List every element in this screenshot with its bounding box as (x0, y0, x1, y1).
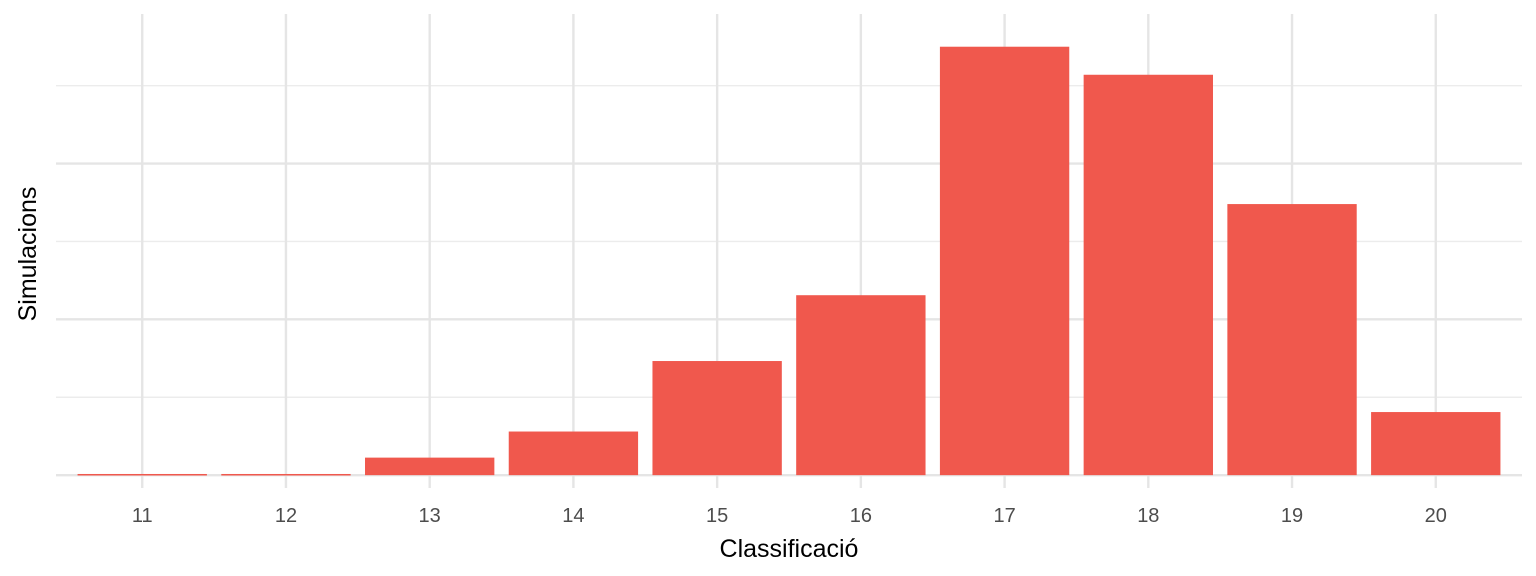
x-tick-label: 16 (850, 505, 872, 527)
x-tick-label: 18 (1137, 505, 1159, 527)
bar-15 (652, 361, 782, 476)
bar-19 (1227, 204, 1357, 476)
bar-16 (796, 295, 926, 476)
x-tick-label: 11 (132, 505, 153, 527)
x-tick-label: 19 (1281, 505, 1303, 527)
x-axis-title: Classificació (720, 535, 859, 563)
bar-20 (1371, 412, 1501, 476)
bar-14 (508, 431, 639, 476)
x-tick-label: 13 (419, 505, 441, 527)
x-tick-label: 14 (562, 505, 584, 527)
bar-layer (77, 46, 1501, 476)
x-tick-label: 12 (275, 505, 297, 527)
x-tick-label: 15 (706, 505, 728, 527)
bar-18 (1083, 74, 1213, 476)
x-tick-labels: 11 12 13 14 15 16 17 18 19 20 (132, 505, 1447, 527)
bar-11 (77, 473, 207, 476)
bar-12 (221, 473, 351, 476)
x-tick-label: 17 (993, 505, 1015, 527)
bar-17 (939, 46, 1070, 476)
y-axis-title: Simulacions (14, 187, 42, 322)
bar-13 (365, 457, 495, 476)
x-tick-label: 20 (1425, 505, 1447, 527)
